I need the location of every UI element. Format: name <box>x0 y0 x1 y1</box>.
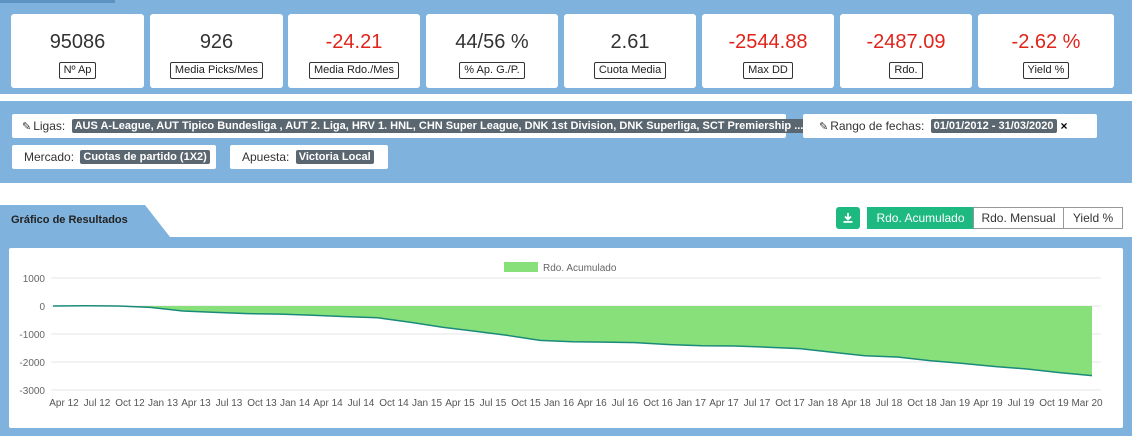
stat-card: 926 Media Picks/Mes <box>150 14 283 88</box>
tab-rdo-acumulado[interactable]: Rdo. Acumulado <box>867 207 974 229</box>
x-tick-label: Jan 16 <box>544 398 574 409</box>
stats-bar-notch <box>0 0 115 3</box>
stat-value: 95086 <box>49 31 106 53</box>
legend-swatch <box>504 262 538 272</box>
filters-panel: ✎ Ligas: AUS A-League, AUT Tipico Bundesl… <box>0 101 1132 183</box>
pencil-icon: ✎ <box>819 121 829 133</box>
x-tick-label: Jan 19 <box>940 398 970 409</box>
x-tick-label: Jan 15 <box>412 398 442 409</box>
stat-card: -24.21 Media Rdo./Mes <box>288 14 420 88</box>
y-tick-label: -3000 <box>19 386 45 397</box>
x-tick-label: Jul 19 <box>1008 398 1035 409</box>
stat-label: Media Rdo./Mes <box>308 62 400 79</box>
x-tick-label: Oct 19 <box>1039 398 1069 409</box>
stat-card: -2544.88 Max DD <box>702 14 834 88</box>
stat-card: 44/56 % % Ap. G./P. <box>426 14 558 88</box>
stat-label: Cuota Media <box>593 62 667 79</box>
apuesta-filter[interactable]: Apuesta: Victoria Local <box>230 145 388 169</box>
x-tick-label: Apr 13 <box>181 398 211 409</box>
x-tick-label: Oct 17 <box>775 398 805 409</box>
x-tick-label: Jul 14 <box>348 398 375 409</box>
fechas-remove-icon[interactable]: × <box>1060 119 1068 133</box>
x-tick-label: Jan 14 <box>280 398 310 409</box>
stat-value: -2544.88 <box>728 31 808 53</box>
y-tick-label: -1000 <box>19 330 45 341</box>
x-tick-label: Oct 13 <box>247 398 277 409</box>
series-line <box>52 304 1093 377</box>
apuesta-value: Victoria Local <box>295 150 374 164</box>
x-tick-label: Oct 18 <box>907 398 937 409</box>
stat-value: -2.62 % <box>1011 31 1081 53</box>
x-tick-label: Apr 17 <box>709 398 739 409</box>
x-tick-label: Apr 16 <box>577 398 607 409</box>
legend-label: Rdo. Acumulado <box>543 263 617 274</box>
x-tick-label: Apr 14 <box>313 398 343 409</box>
apuesta-label: Apuesta: <box>242 150 290 164</box>
x-tick-label: Apr 19 <box>973 398 1003 409</box>
x-tick-label: Apr 18 <box>841 398 871 409</box>
stat-card: 95086 Nº Ap <box>11 14 144 88</box>
stat-label: Rdo. <box>889 62 923 79</box>
x-tick-label: Jul 16 <box>612 398 639 409</box>
stat-label: % Ap. G./P. <box>459 62 525 79</box>
x-tick-label: Oct 14 <box>379 398 409 409</box>
section-title: Gráfico de Resultados <box>11 214 128 226</box>
fechas-label: Rango de fechas: <box>830 119 925 133</box>
stat-label: Media Picks/Mes <box>169 62 264 79</box>
x-tick-label: Jul 12 <box>84 398 111 409</box>
area-fill <box>53 305 1092 376</box>
x-tick-label: Jul 15 <box>480 398 507 409</box>
y-tick-label: 1000 <box>23 274 46 285</box>
fechas-filter[interactable]: ✎ Rango de fechas: 01/01/2012 - 31/03/202… <box>803 114 1097 138</box>
x-tick-label: Oct 16 <box>643 398 673 409</box>
x-tick-label: Jul 18 <box>876 398 903 409</box>
ligas-label: Ligas: <box>33 119 66 133</box>
fechas-value: 01/01/2012 - 31/03/2020 <box>930 119 1057 133</box>
y-tick-label: 0 <box>39 302 45 313</box>
mercado-filter[interactable]: Mercado: Cuotas de partido (1X2) <box>12 145 216 169</box>
tab-yield[interactable]: Yield % <box>1063 207 1123 229</box>
chart-panel: 1000 0 -1000 -2000 -3000 Apr 12 Jul 12 Oct 12 Ja… <box>0 237 1132 436</box>
x-tick-label: Mar 20 <box>1071 398 1103 409</box>
x-tick-label: Jul 17 <box>744 398 771 409</box>
download-button[interactable] <box>836 207 860 229</box>
stat-value: 926 <box>199 31 234 53</box>
x-tick-label: Jan 18 <box>808 398 838 409</box>
chart-card: 1000 0 -1000 -2000 -3000 Apr 12 Jul 12 Oct 12 Ja… <box>9 248 1123 428</box>
x-tick-label: Apr 15 <box>445 398 475 409</box>
pencil-icon: ✎ <box>22 121 32 133</box>
stat-card: -2.62 % Yield % <box>978 14 1114 88</box>
stat-label: Yield % <box>1022 62 1070 79</box>
ligas-filter[interactable]: ✎ Ligas: AUS A-League, AUT Tipico Bundesl… <box>12 114 817 138</box>
section-tab-label-wrap: Gráfico de Resultados <box>0 205 170 237</box>
y-tick-label: -2000 <box>19 358 45 369</box>
stat-label: Nº Ap <box>58 62 97 79</box>
stat-value: 2.61 <box>610 31 650 53</box>
section-tab <box>0 205 170 237</box>
mercado-value: Cuotas de partido (1X2) <box>80 150 210 164</box>
stat-value: 44/56 % <box>455 31 529 53</box>
stat-value: -24.21 <box>325 31 383 53</box>
stat-card: 2.61 Cuota Media <box>564 14 696 88</box>
stat-label: Max DD <box>743 62 793 79</box>
ligas-value: AUS A-League, AUT Tipico Bundesliga , AU… <box>71 119 807 133</box>
mercado-label: Mercado: <box>24 150 75 164</box>
x-tick-label: Oct 15 <box>511 398 541 409</box>
stat-card: -2487.09 Rdo. <box>840 14 972 88</box>
x-tick-label: Jan 17 <box>676 398 706 409</box>
stat-value: -2487.09 <box>866 31 946 53</box>
x-tick-label: Jan 13 <box>148 398 178 409</box>
x-tick-label: Apr 12 <box>49 398 79 409</box>
x-tick-label: Jul 13 <box>216 398 243 409</box>
x-tick-label: Oct 12 <box>115 398 145 409</box>
tab-rdo-mensual[interactable]: Rdo. Mensual <box>973 207 1064 229</box>
download-icon <box>843 213 853 223</box>
